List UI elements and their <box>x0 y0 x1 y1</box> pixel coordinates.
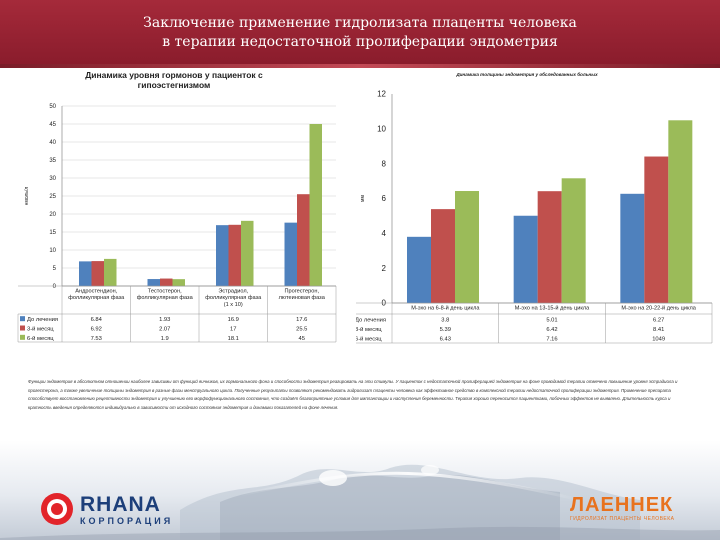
data-label: 7.16 <box>546 337 557 343</box>
hormones-chart: 0 5 10 15 20 25 30 35 40 45 50 нмоль/л Андростендио… <box>17 104 337 343</box>
bar <box>668 120 693 303</box>
data-label: 8.41 <box>653 327 664 333</box>
bar <box>644 156 669 303</box>
rhana-logo-sub: КОРПОРАЦИЯ <box>80 516 174 526</box>
category-label: Прогестерон, <box>284 289 319 295</box>
slide-title: Заключение применение гидролизата плацен… <box>0 14 720 52</box>
data-label: 17.6 <box>296 317 307 323</box>
bar <box>431 209 455 303</box>
category-label: (1 х 10) <box>224 302 243 308</box>
y-tick-label: 25 <box>49 194 56 200</box>
category-label: Тестостерон, <box>148 289 182 295</box>
endometrium-chart-title: Динамика толщины эндометрия у обследован… <box>456 72 598 77</box>
y-tick-label: 10 <box>377 125 386 134</box>
data-label: 6.42 <box>546 327 557 333</box>
bar <box>147 279 160 286</box>
water-splash-image <box>0 440 720 540</box>
data-label: 6.84 <box>91 317 103 323</box>
y-axis-label: нмоль/л <box>24 187 30 206</box>
category-label: Андростендион, <box>75 289 117 295</box>
category-label: фолликулярная фаза <box>205 295 262 301</box>
data-label: 18.1 <box>228 336 239 342</box>
legend-swatch <box>20 325 25 331</box>
legend-label: 3-й месяц <box>27 326 54 333</box>
bar <box>620 193 645 303</box>
y-axis-label: мм <box>360 195 366 202</box>
y-tick-label: 15 <box>49 230 56 236</box>
data-label: 1049 <box>652 337 665 343</box>
category-label: Эстрадиол, <box>218 289 248 295</box>
y-tick-label: 35 <box>49 158 56 164</box>
bar <box>172 279 185 286</box>
category-label: М-эхо на 20-22-й день цикла <box>621 305 696 312</box>
bar <box>407 236 431 303</box>
hormones-chart-title: Динамика уровня гормонов у пациенток с г… <box>85 70 263 90</box>
legend-label: 3-й месяц <box>356 326 382 333</box>
y-tick-label: 30 <box>49 176 56 182</box>
bar <box>309 124 322 286</box>
legend-label: 6-й месяц <box>27 335 54 342</box>
y-tick-label: 45 <box>49 122 56 128</box>
data-label: 25.5 <box>296 327 307 333</box>
header-banner <box>0 0 720 64</box>
category-label: фолликулярная фаза <box>137 295 194 301</box>
legend-swatch <box>20 334 25 340</box>
data-label: 3.8 <box>441 317 449 323</box>
category-label: фолликулярная фаза <box>68 295 125 301</box>
y-tick-label: 40 <box>49 140 56 146</box>
data-label: 7.53 <box>91 336 102 342</box>
data-label: 16.9 <box>228 317 239 323</box>
y-tick-label: 0 <box>53 284 57 290</box>
bar <box>228 224 241 286</box>
header-stripe <box>0 64 720 68</box>
bar <box>91 261 104 286</box>
bar <box>104 258 117 286</box>
conclusion-text: Функции эндометрия в абсолютном отношени… <box>28 379 678 410</box>
bar <box>513 215 538 303</box>
legend-label: 6-й месяц <box>356 336 382 343</box>
data-label: 1.93 <box>159 317 170 323</box>
bar <box>216 225 229 286</box>
laennek-logo-name: ЛАЕННЕК <box>570 494 674 516</box>
legend-label: До лечения <box>356 317 386 323</box>
bar <box>297 194 310 286</box>
legend-label: До лечения <box>27 317 58 323</box>
bar <box>284 222 297 286</box>
category-label: лютеиновая фаза <box>279 295 326 301</box>
data-label: 1.9 <box>161 336 169 342</box>
bar <box>455 191 479 303</box>
y-tick-label: 5 <box>53 266 57 272</box>
y-tick-label: 2 <box>382 264 387 273</box>
y-tick-label: 4 <box>382 229 387 238</box>
data-label: 6.27 <box>653 317 664 323</box>
data-label: 17 <box>230 327 236 333</box>
bar <box>537 191 562 303</box>
category-label: М-эхо на 13-15-й день цикла <box>515 305 590 312</box>
y-tick-label: 6 <box>382 194 387 203</box>
y-tick-label: 10 <box>49 248 56 254</box>
y-tick-label: 8 <box>382 159 387 168</box>
data-label: 45 <box>299 336 305 342</box>
laennek-logo: ЛАЕННЕК ГИДРОЛИЗАТ ПЛАЦЕНТЫ ЧЕЛОВЕКА <box>570 494 675 522</box>
rhana-emblem-icon <box>41 493 73 525</box>
data-label: 2.07 <box>159 327 170 333</box>
bar <box>79 261 92 286</box>
legend-swatch <box>20 316 25 322</box>
data-label: 6.92 <box>91 327 102 333</box>
bar <box>561 178 586 303</box>
y-tick-label: 20 <box>49 212 56 218</box>
slide-title-line2: в терапии недостаточной пролиферации энд… <box>162 34 558 50</box>
bar <box>241 220 254 286</box>
data-label: 5.01 <box>546 317 557 323</box>
y-tick-label: 12 <box>377 90 386 99</box>
data-label: 5.39 <box>440 327 451 333</box>
slide-title-line1: Заключение применение гидролизата плацен… <box>143 15 577 31</box>
y-tick-label: 50 <box>49 104 56 110</box>
category-label: М-эхо на 6-8-й день цикла <box>411 305 480 312</box>
bar <box>160 278 173 286</box>
data-label: 6.43 <box>440 337 451 343</box>
laennek-logo-sub: ГИДРОЛИЗАТ ПЛАЦЕНТЫ ЧЕЛОВЕКА <box>570 516 675 522</box>
rhana-logo-name: RHANA <box>80 493 161 516</box>
